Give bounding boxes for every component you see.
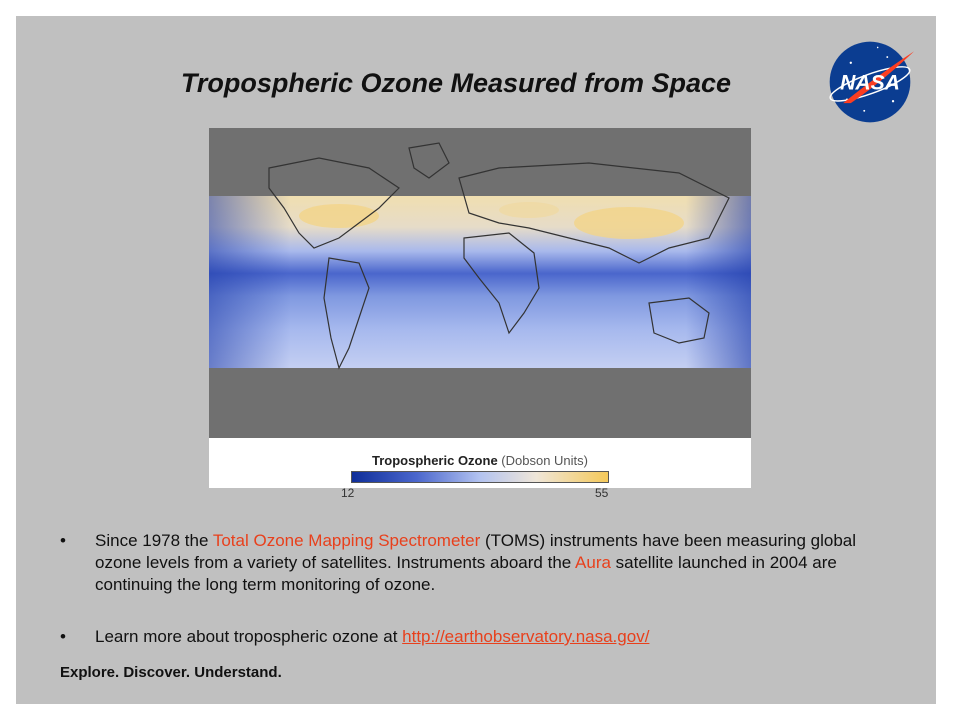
footer-tagline: Explore. Discover. Understand. bbox=[60, 664, 282, 681]
bullet-dot: • bbox=[60, 627, 66, 646]
nasa-logo: NASA bbox=[829, 41, 915, 123]
slide-title: Tropospheric Ozone Measured from Space bbox=[180, 68, 732, 98]
color-scale-bar bbox=[351, 471, 609, 483]
scale-min-label: 12 bbox=[341, 486, 355, 500]
earth-observatory-link[interactable]: http://earthobservatory.nasa.gov/ bbox=[402, 627, 650, 646]
bullet-text: Learn more about tropospheric ozone at h… bbox=[95, 627, 650, 646]
ozone-figure: Tropospheric Ozone (Dobson Units) 12 55 bbox=[209, 128, 751, 500]
svg-text:NASA: NASA bbox=[840, 72, 900, 95]
bullet-text: Since 1978 the Total Ozone Mapping Spect… bbox=[95, 531, 857, 594]
highlight-aura: Aura bbox=[575, 553, 611, 572]
legend-label: Tropospheric Ozone bbox=[371, 453, 498, 468]
legend-title: Tropospheric Ozone (Dobson Units) bbox=[209, 453, 751, 468]
legend-unit: (Dobson Units) bbox=[501, 453, 588, 468]
ozone-world-map bbox=[209, 128, 751, 438]
scale-max-label: 55 bbox=[595, 486, 609, 500]
bullet-dot: • bbox=[60, 531, 66, 550]
highlight-toms: Total Ozone Mapping Spectrometer bbox=[212, 531, 481, 550]
slide: NASA Tropospheric Ozone Measured from Sp… bbox=[16, 16, 936, 704]
